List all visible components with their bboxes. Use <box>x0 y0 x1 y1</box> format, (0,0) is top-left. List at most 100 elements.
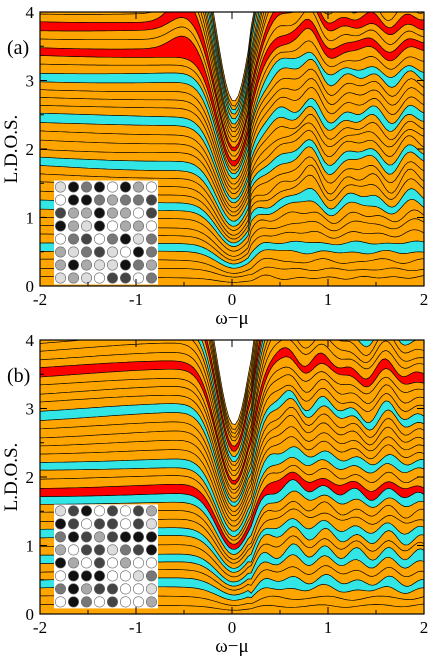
ldos-curve <box>40 374 424 494</box>
ldos-curve <box>40 340 424 476</box>
ldos-curve <box>40 78 424 190</box>
lattice-site <box>81 181 93 193</box>
inset-lattice <box>54 180 158 285</box>
x-axis-title: ω−μ <box>215 636 248 657</box>
lattice-site <box>120 272 132 284</box>
panel-label: (a) <box>7 37 29 59</box>
lattice-site <box>107 596 119 608</box>
lattice-site <box>107 181 119 193</box>
lattice-site <box>54 583 66 595</box>
ldos-curve <box>212 340 256 430</box>
lattice-site <box>107 220 119 232</box>
ldos-band <box>40 12 424 151</box>
ldos-curve <box>40 407 424 512</box>
ldos-curve <box>40 114 424 209</box>
y-tick-label: 0 <box>26 277 35 296</box>
ldos-curve <box>40 471 424 545</box>
ldos-band <box>40 12 424 148</box>
ldos-band <box>40 59 424 184</box>
lattice-site <box>81 531 93 543</box>
x-tick-label: -1 <box>129 618 143 637</box>
ldos-curve <box>40 356 424 485</box>
ldos-band <box>40 457 424 541</box>
lattice-site <box>94 233 106 245</box>
lattice-site <box>120 207 132 219</box>
lattice-site <box>81 194 93 206</box>
ldos-curve <box>40 340 424 472</box>
x-tick-label: 2 <box>420 290 429 309</box>
lattice-site <box>120 557 132 569</box>
ldos-curve <box>40 122 424 213</box>
lattice-site <box>68 272 80 284</box>
lattice-site <box>54 505 66 517</box>
lattice-site <box>133 272 145 284</box>
lattice-site <box>146 531 158 543</box>
lattice-site <box>68 596 80 608</box>
x-tick-label: 0 <box>228 618 237 637</box>
ldos-band <box>40 122 424 216</box>
y-tick-label: 4 <box>26 331 35 350</box>
lattice-site <box>54 246 66 258</box>
ldos-curve <box>40 446 424 532</box>
lattice-site <box>54 207 66 219</box>
ldos-band <box>40 465 424 545</box>
x-tick-label: 1 <box>324 618 333 637</box>
ldos-curve <box>40 12 424 143</box>
ldos-curve <box>40 490 424 555</box>
lattice-site <box>68 181 80 193</box>
lattice-site <box>120 570 132 582</box>
lattice-site <box>81 518 93 530</box>
ldos-curve <box>211 12 256 107</box>
lattice-site <box>120 505 132 517</box>
lattice-site <box>81 570 93 582</box>
lattice-site <box>107 531 119 543</box>
ldos-curve <box>40 146 424 227</box>
ldos-curve <box>40 397 424 507</box>
y-tick-label: 1 <box>26 209 35 228</box>
lattice-site <box>68 570 80 582</box>
lattice-site <box>81 583 93 595</box>
lattice-site <box>94 246 106 258</box>
ldos-curve <box>40 12 424 148</box>
ldos-curve <box>40 105 424 204</box>
ldos-curve <box>207 12 260 120</box>
lattice-site <box>94 518 106 530</box>
lattice-site <box>146 181 158 193</box>
ldos-curve <box>206 340 261 447</box>
ldos-curve <box>40 12 424 157</box>
lattice-site <box>146 518 158 530</box>
lattice-site <box>107 518 119 530</box>
x-tick-label: -2 <box>33 618 47 637</box>
lattice-site <box>146 233 158 245</box>
lattice-site <box>81 505 93 517</box>
lattice-site <box>133 544 145 556</box>
ldos-curve <box>40 97 424 200</box>
lattice-site <box>81 220 93 232</box>
y-tick-label: 2 <box>26 140 35 159</box>
ldos-band <box>40 472 424 550</box>
lattice-site <box>54 544 66 556</box>
lattice-site <box>94 544 106 556</box>
ldos-band <box>40 543 424 587</box>
ldos-curve <box>40 129 424 217</box>
ldos-curve <box>40 51 424 175</box>
lattice-site <box>146 207 158 219</box>
panel-a: -2 -1 0 1 2 0 1 2 3 4 ω−μ L.D.O.S. (a) <box>1 3 429 329</box>
ldos-band <box>40 390 424 507</box>
lattice-site <box>107 233 119 245</box>
lattice-site <box>81 233 93 245</box>
lattice-site <box>146 259 158 271</box>
ldos-band <box>40 28 424 171</box>
lattice-site <box>146 505 158 517</box>
lattice-site <box>68 557 80 569</box>
lattice-site <box>120 531 132 543</box>
ldos-curve <box>211 340 257 434</box>
ldos-curve <box>206 12 261 125</box>
ldos-band <box>40 52 424 179</box>
ldos-curve <box>40 436 424 527</box>
lattice-site <box>133 181 145 193</box>
ldos-curve <box>40 464 424 541</box>
x-tick-label: 0 <box>228 290 237 309</box>
lattice-site <box>68 220 80 232</box>
lattice-site <box>120 583 132 595</box>
